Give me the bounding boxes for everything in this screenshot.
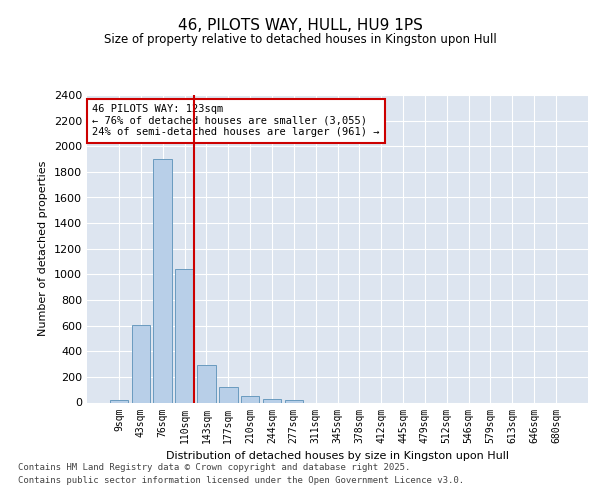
Text: Contains HM Land Registry data © Crown copyright and database right 2025.: Contains HM Land Registry data © Crown c… [18,462,410,471]
Text: Contains public sector information licensed under the Open Government Licence v3: Contains public sector information licen… [18,476,464,485]
Bar [154,159,172,402]
Text: 46 PILOTS WAY: 123sqm
← 76% of detached houses are smaller (3,055)
24% of semi-d: 46 PILOTS WAY: 123sqm ← 76% of detached … [92,104,380,138]
Bar [241,396,259,402]
Bar [284,400,303,402]
Bar [197,364,216,403]
Bar [219,387,238,402]
Bar [175,268,194,402]
Bar [110,400,128,402]
Y-axis label: Number of detached properties: Number of detached properties [38,161,49,336]
X-axis label: Distribution of detached houses by size in Kingston upon Hull: Distribution of detached houses by size … [166,451,509,461]
Bar [131,325,150,402]
Text: 46, PILOTS WAY, HULL, HU9 1PS: 46, PILOTS WAY, HULL, HU9 1PS [178,18,422,32]
Bar [263,398,281,402]
Text: Size of property relative to detached houses in Kingston upon Hull: Size of property relative to detached ho… [104,32,496,46]
